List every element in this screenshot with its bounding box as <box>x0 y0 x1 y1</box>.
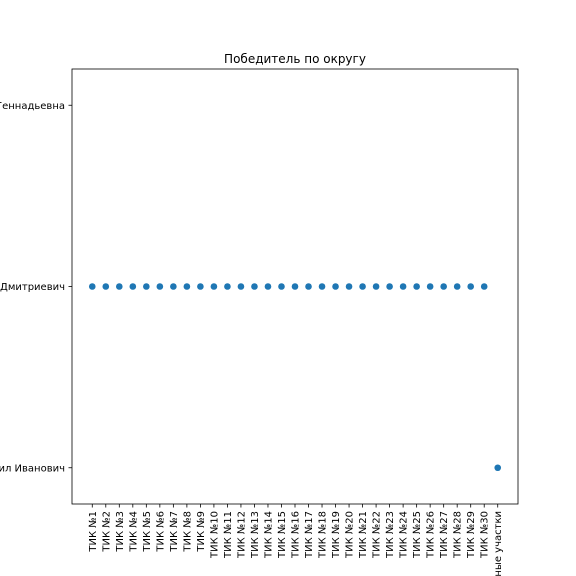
data-point <box>440 283 447 290</box>
data-point <box>318 283 326 290</box>
data-point <box>291 283 299 290</box>
data-point <box>210 283 218 290</box>
data-point <box>183 283 191 290</box>
y-tick-label: …Геннадьевна <box>0 101 65 112</box>
data-point <box>102 283 110 290</box>
x-tick-label: ТИК №4 <box>128 511 139 553</box>
x-tick-label: ТИК №5 <box>142 511 153 553</box>
data-point <box>453 283 461 290</box>
data-point <box>480 283 488 290</box>
data-point <box>156 283 164 290</box>
data-point <box>305 283 312 290</box>
data-point <box>170 283 177 290</box>
data-point <box>88 283 96 290</box>
data-point <box>278 283 285 290</box>
x-tick-label: ТИК №6 <box>155 511 166 553</box>
x-tick-label: ТИК №17 <box>304 511 315 559</box>
x-tick-label: ТИК №1 <box>88 511 99 553</box>
data-point <box>345 283 353 290</box>
data-point <box>129 283 137 290</box>
x-tick-label: ТИК №9 <box>196 511 207 553</box>
x-tick-label: ТИК №8 <box>182 511 193 553</box>
x-tick-label: ТИК №30 <box>480 511 491 559</box>
x-tick-label: ТИК №12 <box>236 511 247 559</box>
x-tick-label: ТИК №7 <box>169 511 180 553</box>
data-point <box>251 283 258 290</box>
data-point <box>426 283 434 290</box>
x-axis: ТИК №1 ТИК №2 ТИК №3 ТИК №4 ТИК №5 ТИК №6 ТИК … <box>88 504 504 576</box>
y-tick-label: …Дмитриевич <box>0 282 65 293</box>
x-tick-label: ТИК №29 <box>466 511 477 559</box>
data-point <box>116 283 123 290</box>
x-tick-label: ТИК №25 <box>412 511 423 559</box>
x-tick-label: ТИК №19 <box>331 511 342 559</box>
x-tick-label: ТИК №26 <box>426 511 437 559</box>
data-point <box>264 283 272 290</box>
x-tick-label: ТИК №22 <box>372 511 383 559</box>
x-tick-label: Зарубежные участки <box>493 511 504 576</box>
x-tick-label: ТИК №15 <box>277 511 288 559</box>
x-tick-label: ТИК №10 <box>209 511 220 559</box>
x-tick-label: ТИК №21 <box>358 511 369 559</box>
data-points <box>88 283 502 472</box>
x-tick-label: ТИК №2 <box>101 511 112 553</box>
data-point <box>399 283 407 290</box>
x-tick-label: ТИК №28 <box>453 511 464 559</box>
x-tick-label: ТИК №27 <box>439 511 450 559</box>
data-point <box>224 283 231 290</box>
data-point <box>143 283 150 290</box>
data-point <box>467 283 474 290</box>
x-tick-label: ТИК №23 <box>385 511 396 559</box>
data-point <box>359 283 366 290</box>
x-tick-label: ТИК №11 <box>223 511 234 559</box>
data-point <box>413 283 420 290</box>
x-tick-label: ТИК №16 <box>291 511 302 559</box>
data-point <box>494 464 502 472</box>
y-tick-label: …ил Иванович <box>0 463 65 474</box>
x-tick-label: ТИК №18 <box>318 511 329 559</box>
data-point <box>197 283 204 290</box>
data-point <box>372 283 380 290</box>
x-tick-label: ТИК №24 <box>399 511 410 559</box>
x-tick-label: ТИК №3 <box>115 511 126 553</box>
data-point <box>332 283 339 290</box>
x-tick-label: ТИК №13 <box>250 511 261 559</box>
x-tick-label: ТИК №20 <box>345 511 356 559</box>
data-point <box>386 283 393 290</box>
y-axis: …ил Иванович …Дмитриевич …Геннадьевна <box>0 101 72 474</box>
data-point <box>237 283 245 290</box>
chart-title: Победитель по округу <box>224 52 366 66</box>
x-tick-label: ТИК №14 <box>263 511 274 559</box>
